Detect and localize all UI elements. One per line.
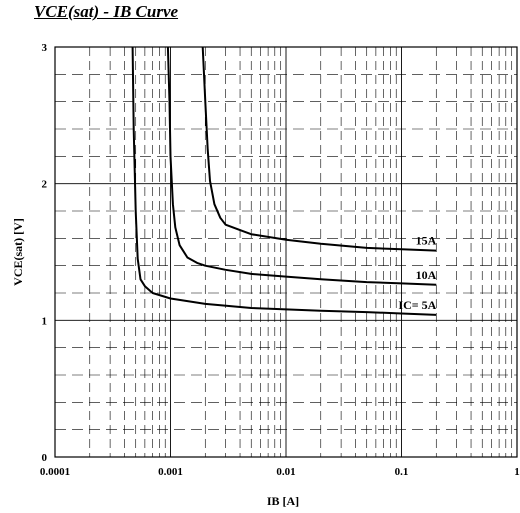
series-label: 15A	[416, 234, 437, 248]
y-tick-label: 0	[42, 452, 48, 464]
tick-labels: 0.0001 0.001 0.01 0.1 1 0 1 2 3	[40, 42, 520, 478]
x-tick-label: 1	[514, 466, 520, 478]
x-tick-label: 0.01	[276, 466, 295, 478]
y-axis-label: VCE(sat) [V]	[11, 218, 25, 286]
series-line-ic-5a	[131, 46, 437, 316]
y-tick-label: 2	[42, 179, 48, 191]
curves	[131, 46, 437, 316]
plot-frame	[54, 46, 518, 458]
x-tick-label: 0.1	[395, 466, 409, 478]
y-tick-label: 3	[42, 42, 48, 54]
grid	[54, 46, 518, 458]
series-labels: IC= 5A 10A 15A	[398, 234, 436, 312]
series-label: IC= 5A	[398, 298, 436, 312]
plot-border	[54, 46, 518, 458]
x-tick-label: 0.0001	[40, 466, 70, 478]
x-tick-label: 0.001	[158, 466, 183, 478]
y-tick-label: 1	[42, 315, 48, 327]
series-label: 10A	[416, 268, 437, 282]
series-line-15a	[201, 46, 437, 252]
chart-title: VCE(sat) - IB Curve	[34, 2, 179, 21]
series-line-10a	[166, 46, 437, 286]
x-axis-label: IB [A]	[267, 494, 299, 508]
